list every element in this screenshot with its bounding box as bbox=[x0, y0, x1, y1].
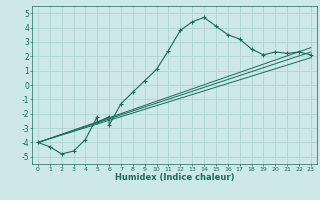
X-axis label: Humidex (Indice chaleur): Humidex (Indice chaleur) bbox=[115, 173, 234, 182]
